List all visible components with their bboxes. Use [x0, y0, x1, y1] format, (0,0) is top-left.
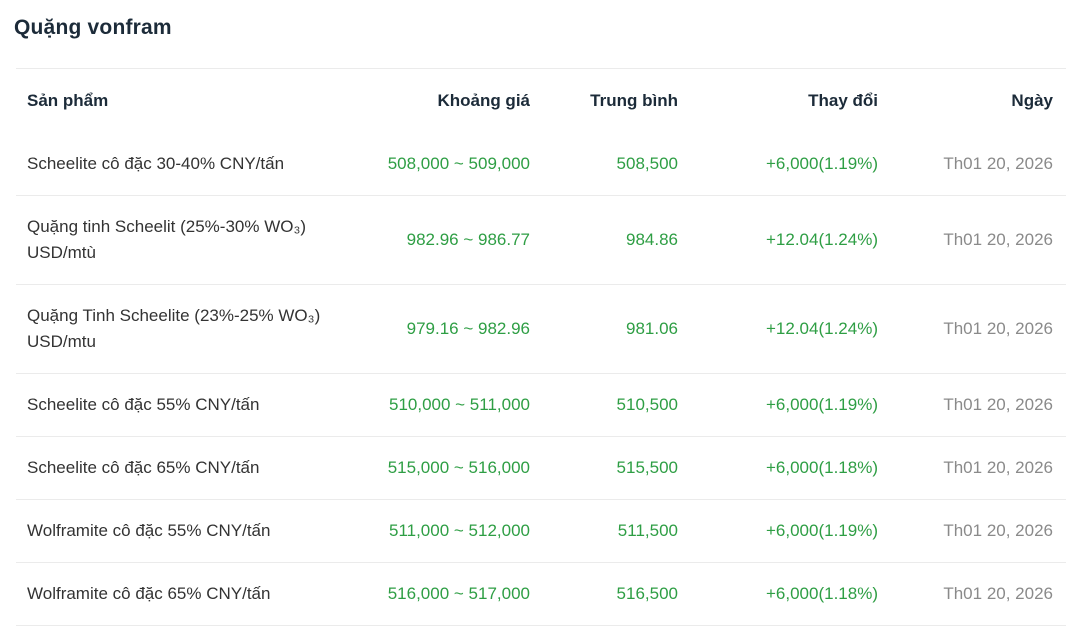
product-name: Scheelite cô đặc 30-40% CNY/tấn — [27, 154, 285, 173]
product-name: Quặng Tinh Scheelite (23%-25% WO₃) USD/m… — [27, 306, 321, 351]
price-change: +6,000(1.19%) — [766, 395, 878, 414]
average-price: 515,500 — [616, 458, 678, 477]
column-header-product: Sản phẩm — [27, 91, 109, 110]
column-header-price-range: Khoảng giá — [437, 91, 530, 110]
column-header-date: Ngày — [1011, 91, 1053, 110]
table-row: Wolframite cô đặc 55% CNY/tấn 511,000 ~ … — [16, 500, 1066, 563]
table-row: Scheelite cô đặc 55% CNY/tấn 510,000 ~ 5… — [16, 374, 1066, 437]
price-table: Sản phẩm Khoảng giá Trung bình Thay đổi … — [16, 68, 1066, 626]
price-change: +6,000(1.18%) — [766, 584, 878, 603]
column-header-average: Trung bình — [590, 91, 678, 110]
price-date: Th01 20, 2026 — [943, 584, 1053, 603]
product-name: Wolframite cô đặc 65% CNY/tấn — [27, 584, 271, 603]
product-name: Quặng tinh Scheelit (25%-30% WO₃) USD/mt… — [27, 217, 307, 262]
average-price: 508,500 — [616, 154, 678, 173]
page-title: Quặng vonfram — [14, 16, 172, 39]
price-change: +12.04(1.24%) — [766, 230, 878, 249]
average-price: 516,500 — [616, 584, 678, 603]
price-change: +6,000(1.19%) — [766, 521, 878, 540]
average-price: 511,500 — [617, 521, 678, 540]
average-price: 510,500 — [616, 395, 678, 414]
table-header-row: Sản phẩm Khoảng giá Trung bình Thay đổi … — [16, 69, 1066, 134]
average-price: 981.06 — [626, 319, 678, 338]
price-date: Th01 20, 2026 — [943, 458, 1053, 477]
table-row: Scheelite cô đặc 65% CNY/tấn 515,000 ~ 5… — [16, 437, 1066, 500]
price-change: +12.04(1.24%) — [766, 319, 878, 338]
table-row: Wolframite cô đặc 65% CNY/tấn 516,000 ~ … — [16, 563, 1066, 626]
price-range: 510,000 ~ 511,000 — [388, 395, 530, 414]
price-range: 982.96 ~ 986.77 — [406, 230, 530, 249]
column-header-change: Thay đổi — [808, 91, 878, 110]
price-range: 515,000 ~ 516,000 — [387, 458, 530, 477]
price-range: 508,000 ~ 509,000 — [387, 154, 530, 173]
price-range: 516,000 ~ 517,000 — [387, 584, 530, 603]
price-date: Th01 20, 2026 — [943, 154, 1053, 173]
product-name: Wolframite cô đặc 55% CNY/tấn — [27, 521, 271, 540]
price-date: Th01 20, 2026 — [943, 230, 1053, 249]
price-change: +6,000(1.18%) — [766, 458, 878, 477]
product-name: Scheelite cô đặc 55% CNY/tấn — [27, 395, 260, 414]
price-range: 511,000 ~ 512,000 — [388, 521, 530, 540]
average-price: 984.86 — [626, 230, 678, 249]
table-row: Quặng tinh Scheelit (25%-30% WO₃) USD/mt… — [16, 196, 1066, 285]
price-range: 979.16 ~ 982.96 — [406, 319, 530, 338]
price-date: Th01 20, 2026 — [943, 319, 1053, 338]
product-name: Scheelite cô đặc 65% CNY/tấn — [27, 458, 260, 477]
price-date: Th01 20, 2026 — [943, 521, 1053, 540]
table-row: Quặng Tinh Scheelite (23%-25% WO₃) USD/m… — [16, 285, 1066, 374]
page: Quặng vonfram Sản phẩm Khoảng giá Trung … — [14, 16, 1066, 626]
price-date: Th01 20, 2026 — [943, 395, 1053, 414]
price-change: +6,000(1.19%) — [766, 154, 878, 173]
table-row: Scheelite cô đặc 30-40% CNY/tấn 508,000 … — [16, 133, 1066, 196]
